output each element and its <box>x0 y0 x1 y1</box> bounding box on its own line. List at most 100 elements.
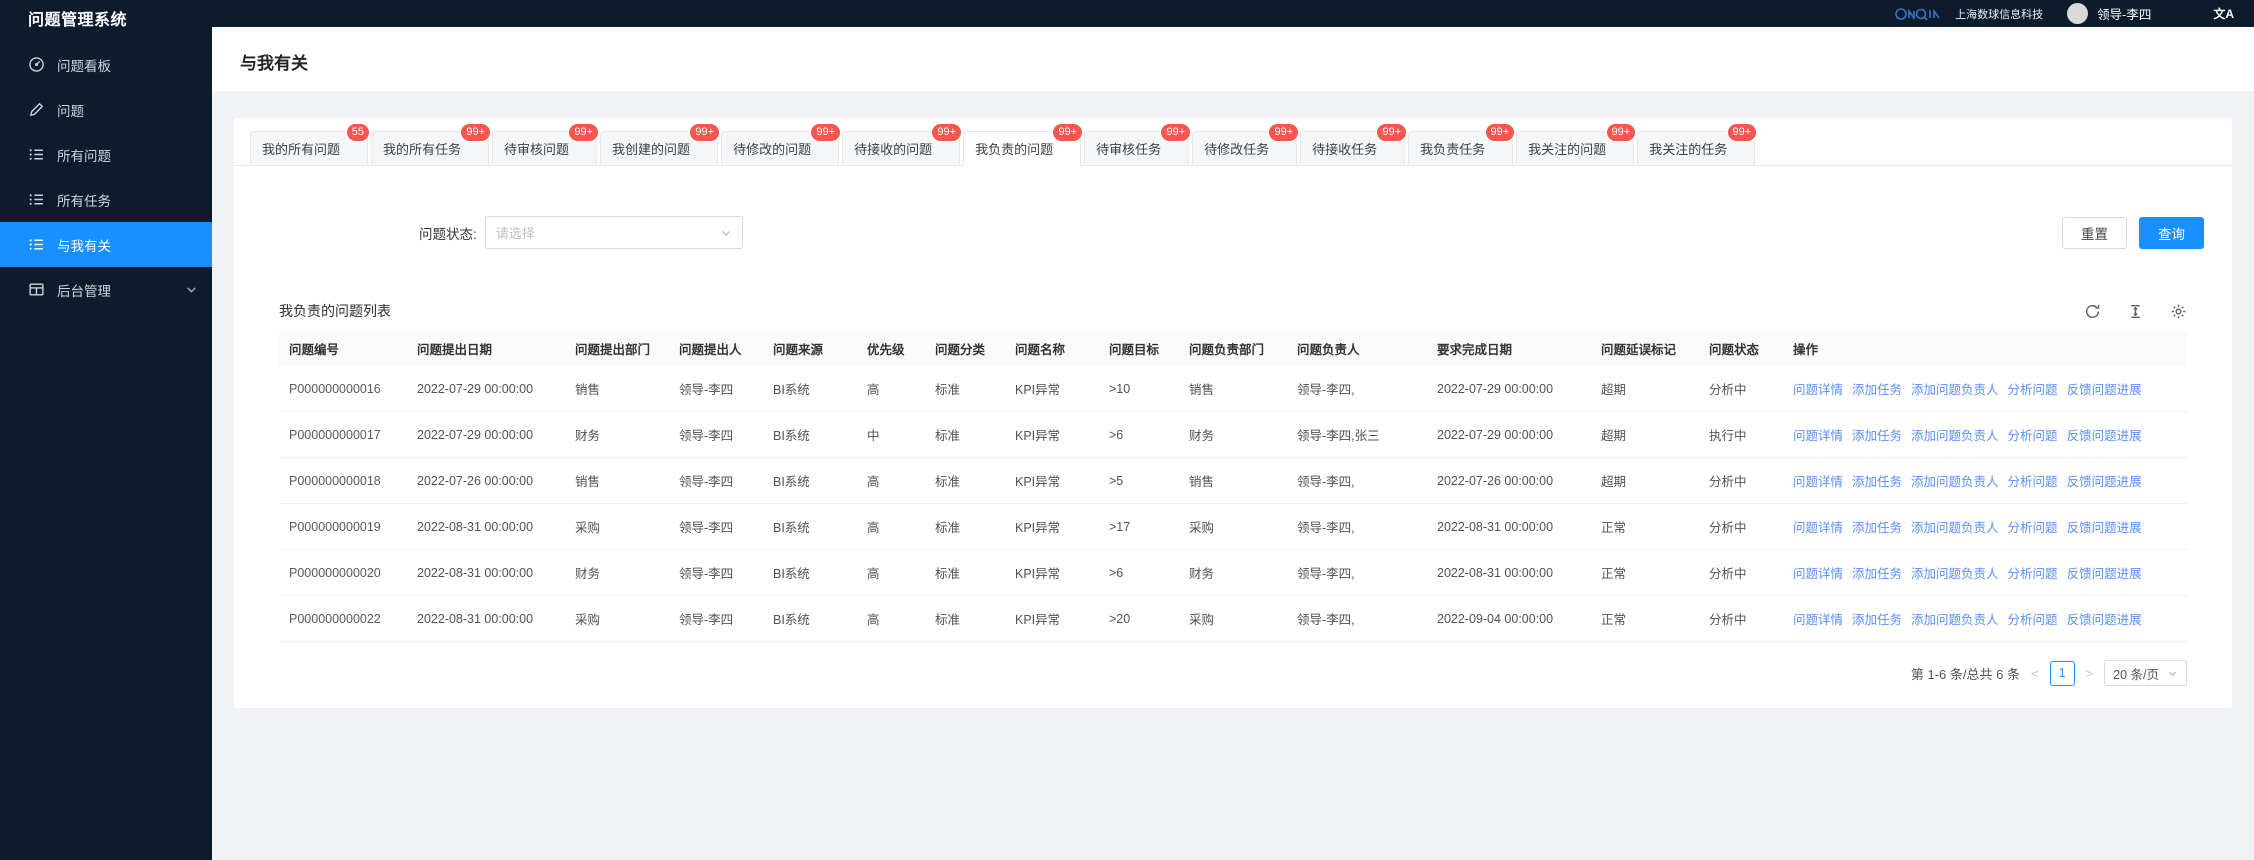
action-add-issue-owner[interactable]: 添加问题负责人 <box>1911 429 1999 443</box>
table-row: P000000000017 2022-07-29 00:00:00 财务 领导-李四 B… <box>279 411 2187 458</box>
cell-dept: 财务 <box>565 411 669 458</box>
cell-source: BI系统 <box>763 549 857 596</box>
tab-pending-review-issues[interactable]: 待审核问题 99+ <box>492 124 599 165</box>
action-analyze-issue[interactable]: 分析问题 <box>2007 383 2058 397</box>
action-add-issue-owner[interactable]: 添加问题负责人 <box>1911 383 1999 397</box>
action-add-issue-owner[interactable]: 添加问题负责人 <box>1911 521 1999 535</box>
tab-created-by-me[interactable]: 我创建的问题 99+ <box>600 124 720 165</box>
action-issue-detail[interactable]: 问题详情 <box>1793 567 1844 581</box>
sidebar-item-all-tasks[interactable]: 所有任务 <box>0 177 212 222</box>
table-row: P000000000016 2022-07-29 00:00:00 销售 领导-李四 B… <box>279 366 2187 412</box>
action-add-task[interactable]: 添加任务 <box>1852 475 1903 489</box>
cell-target: >6 <box>1099 411 1179 458</box>
dashboard-icon <box>28 56 45 73</box>
cell-name: KPI异常 <box>1005 595 1099 642</box>
count-badge: 55 <box>346 124 370 141</box>
action-feedback-progress[interactable]: 反馈问题进展 <box>2066 475 2142 489</box>
tab-my-followed-tasks[interactable]: 我关注的任务 99+ <box>1637 124 1757 165</box>
count-badge: 99+ <box>690 124 720 141</box>
action-add-issue-owner[interactable]: 添加问题负责人 <box>1911 475 1999 489</box>
column-header: 问题负责部门 <box>1179 331 1287 366</box>
cell-date: 2022-08-31 00:00:00 <box>407 549 565 596</box>
cell-date: 2022-07-29 00:00:00 <box>407 411 565 458</box>
page-number[interactable]: 1 <box>2049 660 2075 686</box>
action-add-task[interactable]: 添加任务 <box>1852 429 1903 443</box>
table-header-row: 问题编号 问题提出日期 问题提出部门 问题提出人 问题来源 优先级 问题分类 问题名称 问题目标… <box>279 331 2187 366</box>
translate-icon[interactable]: 文A <box>2213 7 2234 21</box>
action-issue-detail[interactable]: 问题详情 <box>1793 429 1844 443</box>
tab-to-modify-tasks[interactable]: 待修改任务 99+ <box>1192 124 1299 165</box>
column-header: 问题提出部门 <box>565 331 669 366</box>
tab-to-receive-tasks[interactable]: 待接收任务 99+ <box>1300 124 1407 165</box>
action-add-task[interactable]: 添加任务 <box>1852 567 1903 581</box>
page-size-select[interactable]: 20 条/页 <box>2104 660 2187 686</box>
next-page-icon[interactable]: > <box>2085 665 2094 681</box>
cell-id: P000000000016 <box>279 366 407 412</box>
action-issue-detail[interactable]: 问题详情 <box>1793 613 1844 627</box>
action-issue-detail[interactable]: 问题详情 <box>1793 475 1844 489</box>
prev-page-icon[interactable]: < <box>2030 665 2039 681</box>
action-add-task[interactable]: 添加任务 <box>1852 613 1903 627</box>
avatar[interactable] <box>2067 3 2089 24</box>
cell-date: 2022-08-31 00:00:00 <box>407 503 565 550</box>
action-add-task[interactable]: 添加任务 <box>1852 521 1903 535</box>
pagination-total: 第 1-6 条/总共 6 条 <box>1910 666 2020 682</box>
sidebar-item-all-issues[interactable]: 所有问题 <box>0 132 212 177</box>
action-feedback-progress[interactable]: 反馈问题进展 <box>2066 567 2142 581</box>
action-feedback-progress[interactable]: 反馈问题进展 <box>2066 429 2142 443</box>
action-add-issue-owner[interactable]: 添加问题负责人 <box>1911 567 1999 581</box>
action-analyze-issue[interactable]: 分析问题 <box>2007 429 2058 443</box>
cell-actions: 问题详情 添加任务 添加问题负责人 分析问题 反馈问题进展 <box>1783 366 2187 412</box>
action-feedback-progress[interactable]: 反馈问题进展 <box>2066 383 2142 397</box>
column-header: 问题编号 <box>279 331 407 366</box>
cell-resp_person: 领导-李四, <box>1287 503 1427 550</box>
cell-proposer: 领导-李四 <box>669 503 763 550</box>
cell-priority: 高 <box>857 595 925 642</box>
action-issue-detail[interactable]: 问题详情 <box>1793 383 1844 397</box>
sidebar-item-admin[interactable]: 后台管理 <box>0 267 212 312</box>
tab-my-responsible-issues[interactable]: 我负责的问题 99+ <box>963 124 1083 166</box>
page-header: 与我有关 <box>212 27 2254 91</box>
current-user[interactable]: 领导-李四 <box>2097 8 2152 22</box>
action-feedback-progress[interactable]: 反馈问题进展 <box>2066 613 2142 627</box>
settings-gear-icon[interactable] <box>2170 303 2187 320</box>
sidebar-item-label: 与我有关 <box>57 238 111 254</box>
sidebar-item-related-to-me[interactable]: 与我有关 <box>0 222 212 267</box>
action-analyze-issue[interactable]: 分析问题 <box>2007 521 2058 535</box>
refresh-icon[interactable] <box>2084 303 2101 320</box>
tab-to-modify-issues[interactable]: 待修改的问题 99+ <box>721 124 841 165</box>
cell-proposer: 领导-李四 <box>669 366 763 412</box>
table-row: P000000000019 2022-08-31 00:00:00 采购 领导-李四 B… <box>279 503 2187 550</box>
cell-id: P000000000020 <box>279 549 407 596</box>
sidebar-item-issue[interactable]: 问题 <box>0 87 212 132</box>
action-feedback-progress[interactable]: 反馈问题进展 <box>2066 521 2142 535</box>
action-add-issue-owner[interactable]: 添加问题负责人 <box>1911 613 1999 627</box>
cell-category: 标准 <box>925 457 1005 504</box>
tab-my-all-tasks[interactable]: 我的所有任务 99+ <box>371 124 491 165</box>
action-analyze-issue[interactable]: 分析问题 <box>2007 475 2058 489</box>
cell-resp_person: 领导-李四, <box>1287 366 1427 412</box>
action-analyze-issue[interactable]: 分析问题 <box>2007 567 2058 581</box>
tab-my-all-issues[interactable]: 我的所有问题 55 <box>250 124 370 165</box>
tab-pending-review-tasks[interactable]: 待审核任务 99+ <box>1084 124 1191 165</box>
tab-my-followed-issues[interactable]: 我关注的问题 99+ <box>1516 124 1636 165</box>
column-header: 问题提出日期 <box>407 331 565 366</box>
tab-to-receive-issues[interactable]: 待接收的问题 99+ <box>842 124 962 165</box>
chevron-down-icon <box>721 230 730 236</box>
cell-category: 标准 <box>925 366 1005 412</box>
action-analyze-issue[interactable]: 分析问题 <box>2007 613 2058 627</box>
cell-actions: 问题详情 添加任务 添加问题负责人 分析问题 反馈问题进展 <box>1783 549 2187 596</box>
tab-bar: 我的所有问题 55 我的所有任务 99+ 待审核问题 99+ 我创建的问题 99+ 待修改的问题… <box>234 118 2232 166</box>
search-button[interactable]: 查询 <box>2139 216 2204 249</box>
action-add-task[interactable]: 添加任务 <box>1852 383 1903 397</box>
tab-my-responsible-tasks[interactable]: 我负责任务 99+ <box>1408 124 1515 165</box>
cell-resp_dept: 销售 <box>1179 457 1287 504</box>
column-height-icon[interactable] <box>2127 303 2144 320</box>
cell-actions: 问题详情 添加任务 添加问题负责人 分析问题 反馈问题进展 <box>1783 411 2187 458</box>
column-header: 问题延误标记 <box>1591 331 1699 366</box>
reset-button[interactable]: 重置 <box>2062 216 2127 249</box>
issue-status-select[interactable]: 请选择 <box>484 216 743 249</box>
action-issue-detail[interactable]: 问题详情 <box>1793 521 1844 535</box>
sidebar: 问题管理系统 问题看板 问题 所有问题 所有任务 与我有关 后台管理 <box>0 0 212 860</box>
sidebar-item-issue-board[interactable]: 问题看板 <box>0 42 212 87</box>
